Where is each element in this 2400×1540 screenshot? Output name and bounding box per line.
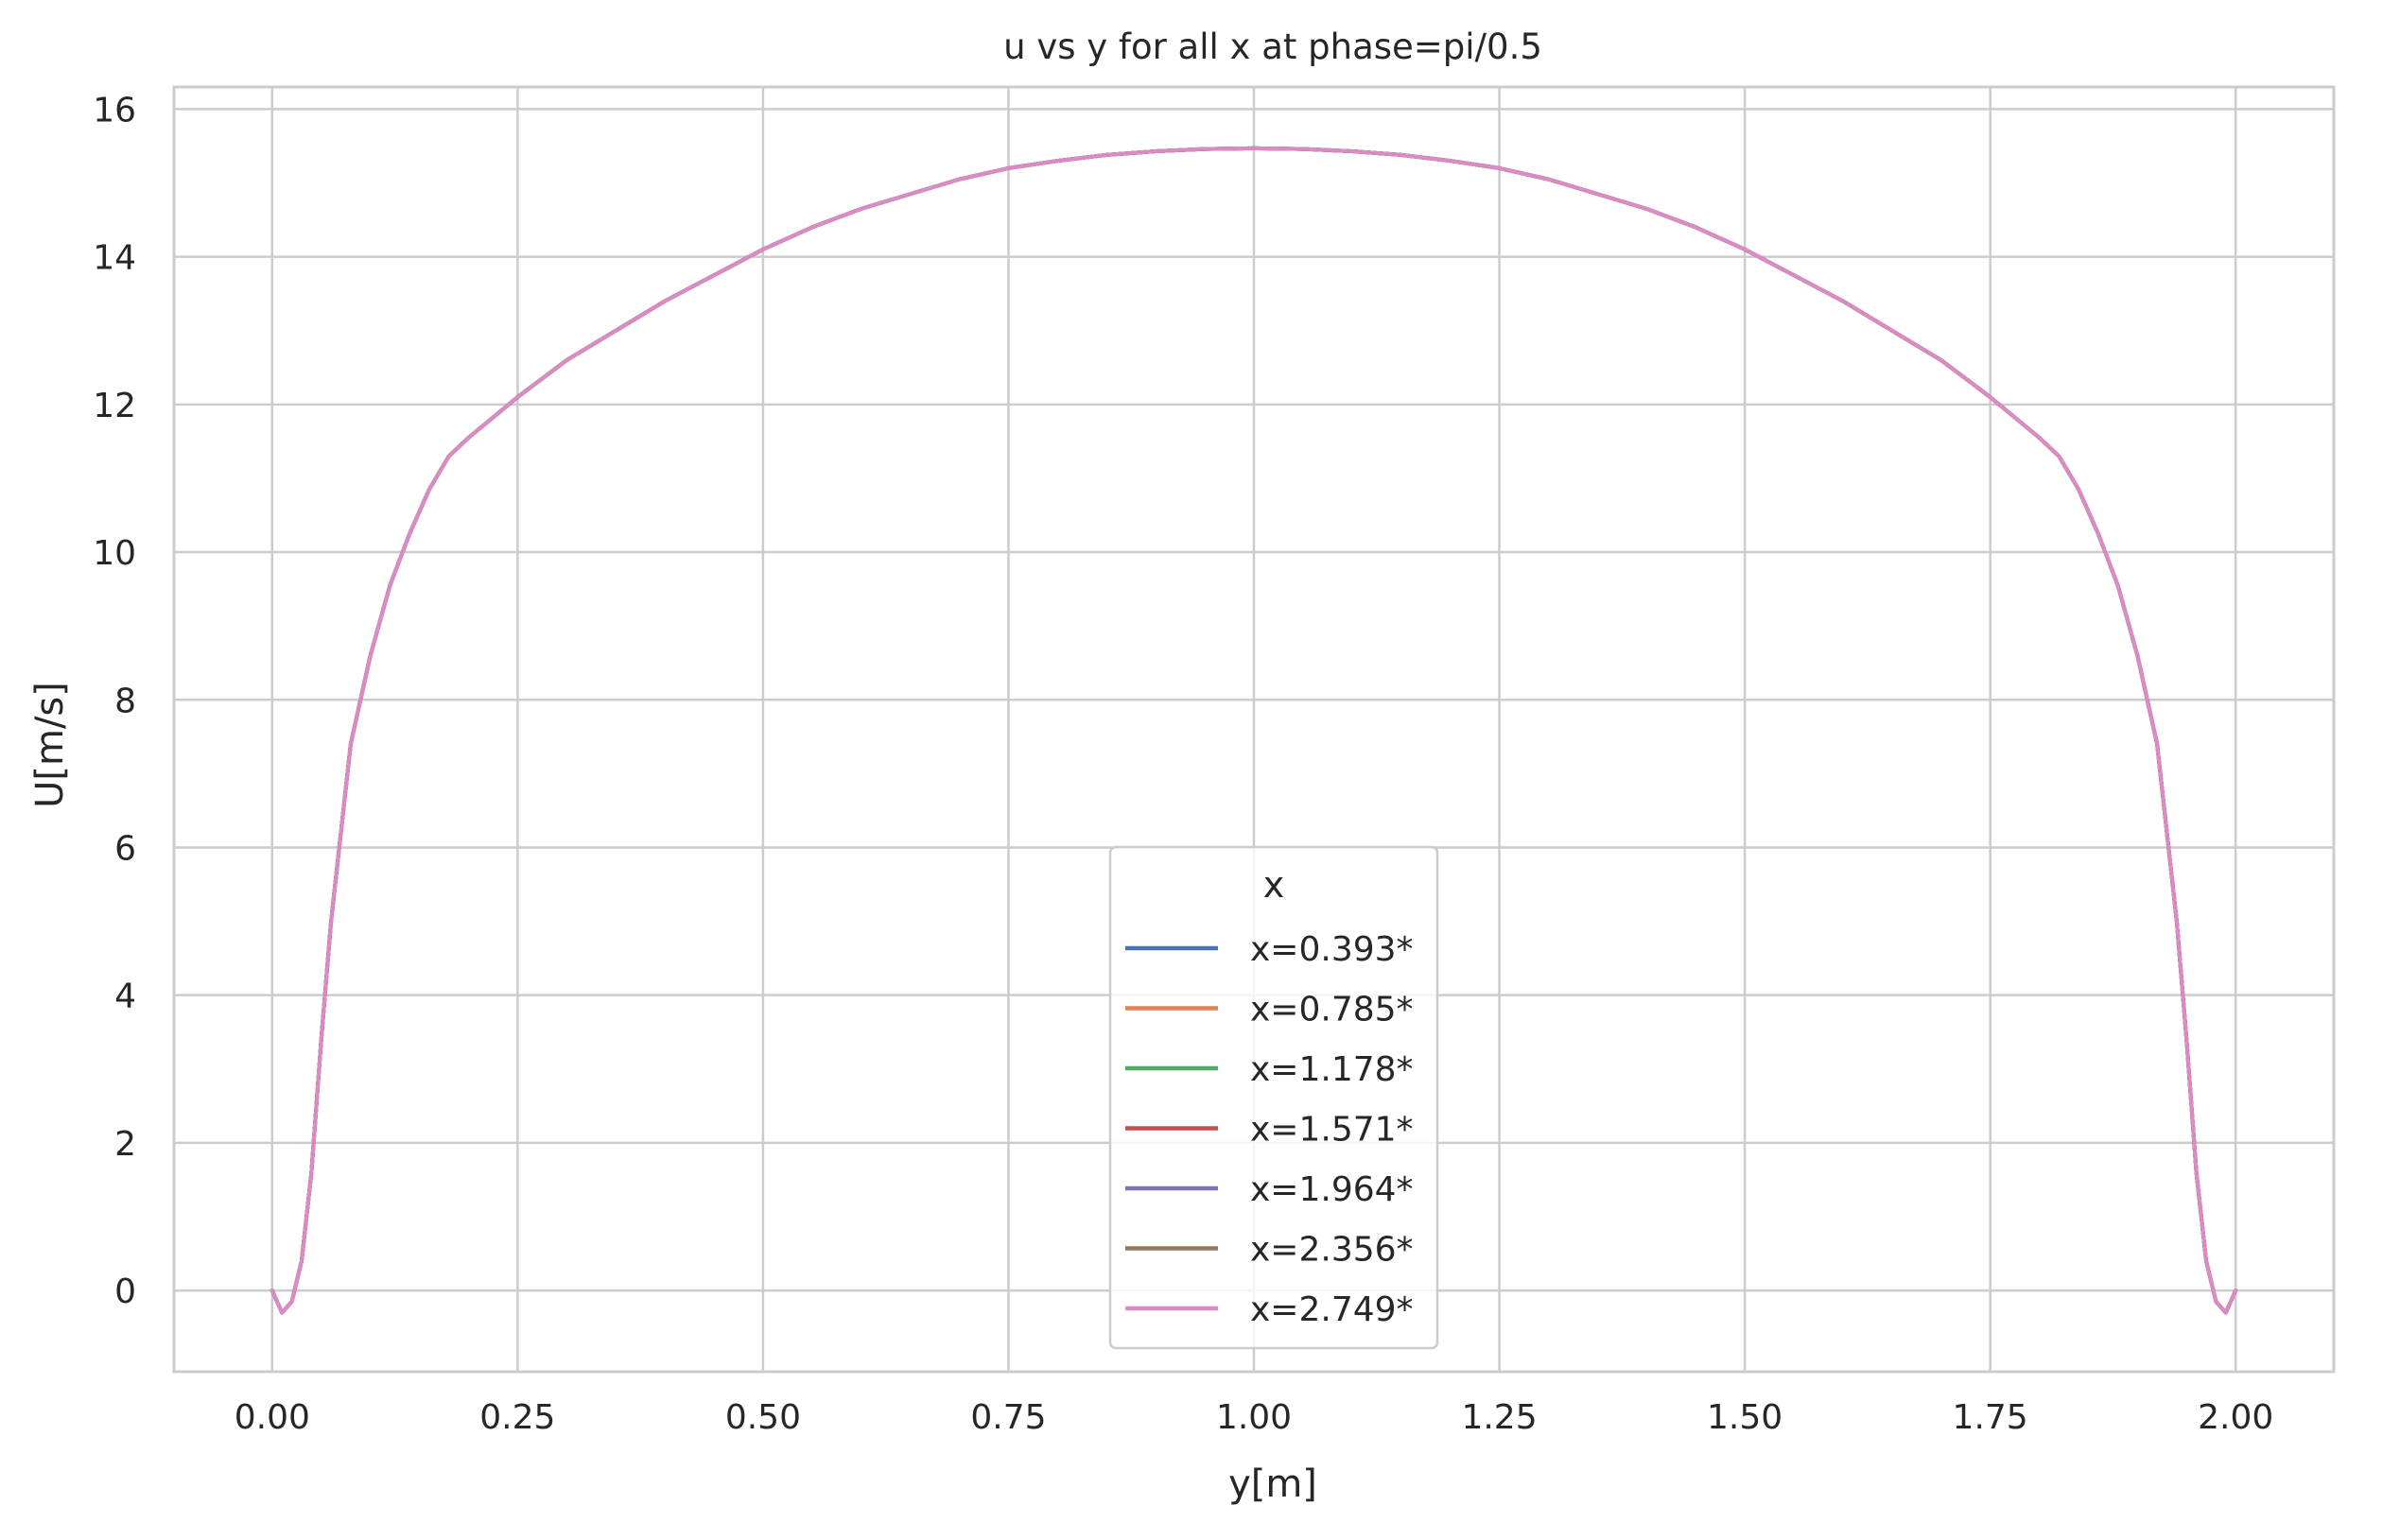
plot-area-border xyxy=(172,85,2336,1374)
legend-entry: x=1.964* xyxy=(1125,1170,1414,1209)
axes-frame xyxy=(172,85,2336,1374)
y-axis-label: U[m/s] xyxy=(28,682,72,808)
legend-entries: x=0.393* x=0.785* x=1.178* x=1.571* x=1.964*… xyxy=(1125,930,1414,1329)
x-axis-label: y[m] xyxy=(1228,1462,1317,1506)
legend-label: x=0.785* xyxy=(1250,991,1414,1030)
legend-entry: x=0.785* xyxy=(1125,991,1414,1030)
legend-label: x=0.393* xyxy=(1250,930,1414,969)
x-tick-label: 1.50 xyxy=(1707,1398,1783,1437)
legend-entry: x=2.356* xyxy=(1125,1231,1414,1270)
legend-label: x=1.571* xyxy=(1250,1111,1414,1150)
y-tick-label: 4 xyxy=(114,978,136,1016)
legend-title: x xyxy=(1263,864,1285,906)
legend-label: x=1.178* xyxy=(1250,1050,1414,1089)
x-tick-label: 1.75 xyxy=(1953,1398,2028,1437)
series-line xyxy=(270,146,2238,1315)
x-tick-label: 0.00 xyxy=(235,1398,310,1437)
x-tick-labels: 0.00 0.25 0.50 0.75 1.00 1.25 1.50 1.75 2.00 xyxy=(235,1398,2274,1437)
series-lines xyxy=(270,146,2238,1315)
y-tick-label: 10 xyxy=(93,534,136,573)
legend-label: x=1.964* xyxy=(1250,1170,1414,1209)
legend-label: x=2.749* xyxy=(1250,1290,1414,1329)
x-tick-label: 0.75 xyxy=(970,1398,1046,1437)
legend: x x=0.393* x=0.785* x=1.178* x=1.571* x=1.96… xyxy=(1108,845,1439,1350)
x-tick-label: 2.00 xyxy=(2198,1398,2273,1437)
y-tick-label: 12 xyxy=(93,387,136,425)
x-tick-label: 1.25 xyxy=(1461,1398,1537,1437)
x-tick-label: 0.50 xyxy=(725,1398,801,1437)
legend-box xyxy=(1108,845,1439,1350)
y-tick-label: 6 xyxy=(114,829,136,868)
legend-label: x=2.356* xyxy=(1250,1231,1414,1270)
x-tick-label: 0.25 xyxy=(479,1398,555,1437)
chart-title: u vs y for all x at phase=pi/0.5 xyxy=(1003,26,1542,67)
legend-entry: x=0.393* xyxy=(1125,930,1414,969)
x-tick-label: 1.00 xyxy=(1216,1398,1292,1437)
y-tick-label: 0 xyxy=(114,1272,136,1311)
y-tick-label: 16 xyxy=(93,91,136,130)
y-tick-label: 2 xyxy=(114,1125,136,1164)
y-tick-label: 8 xyxy=(114,682,136,720)
y-tick-label: 14 xyxy=(93,239,136,278)
legend-entry: x=1.178* xyxy=(1125,1050,1414,1089)
legend-entry: x=1.571* xyxy=(1125,1111,1414,1150)
y-tick-labels: 0 2 4 6 8 10 12 14 16 xyxy=(93,91,136,1311)
legend-entry: x=2.749* xyxy=(1125,1290,1414,1329)
